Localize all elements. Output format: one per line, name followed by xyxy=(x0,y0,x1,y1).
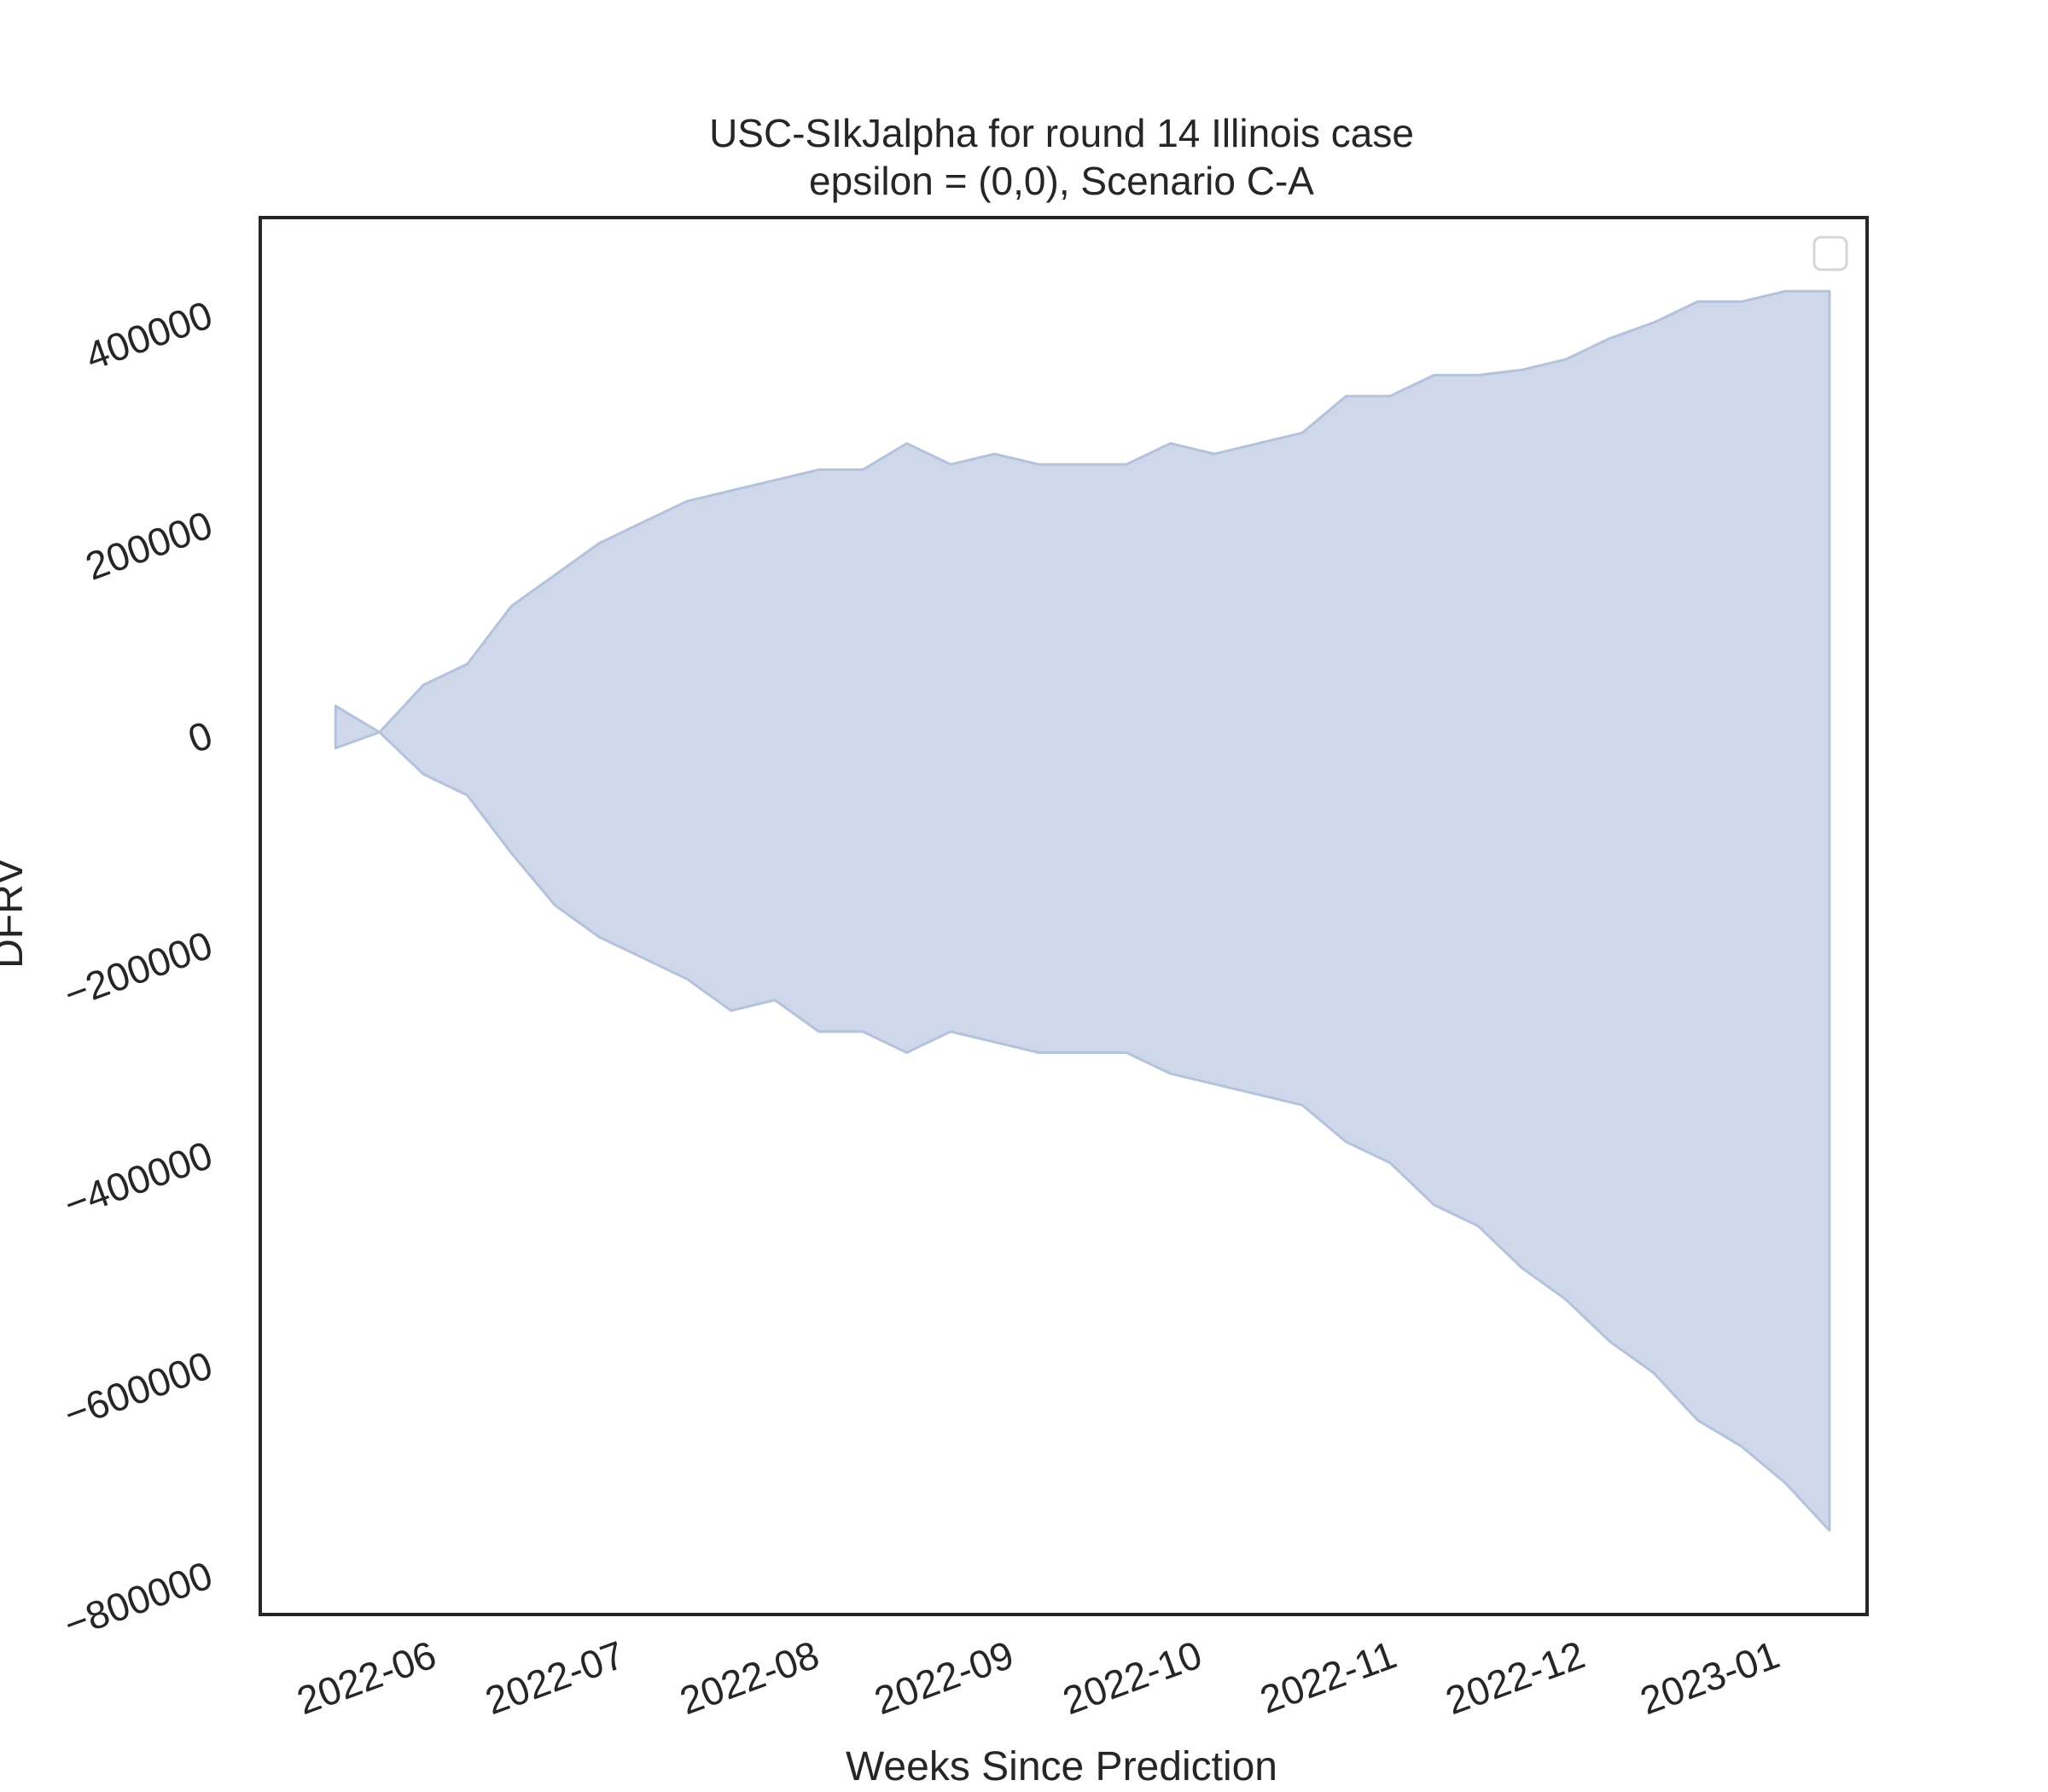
plot-frame xyxy=(259,216,1869,1616)
x-tick-label: 2022-07 xyxy=(480,1632,630,1724)
x-tick-label: 2022-12 xyxy=(1440,1632,1590,1724)
x-axis-ticks: 2022-06 2022-07 2022-08 2022-09 2022-10 2022-… xyxy=(291,1632,1785,1724)
chart-title-line-2: epsilon = (0,0), Scenario C-A xyxy=(809,159,1314,203)
x-axis-label: Weeks Since Prediction xyxy=(846,1744,1277,1789)
x-tick-label: 2022-09 xyxy=(869,1632,1019,1724)
y-axis-ticks: 400000 200000 0 −200000 −400000 −600000 −80000… xyxy=(58,292,218,1647)
y-tick-label: −600000 xyxy=(58,1342,218,1437)
x-tick-label: 2022-08 xyxy=(674,1632,824,1724)
y-tick-label: −800000 xyxy=(58,1552,218,1647)
y-tick-label: 400000 xyxy=(79,292,218,378)
chart-title: USC-SIkJalpha for round 14 Illinois case… xyxy=(709,111,1414,203)
y-tick-label: −200000 xyxy=(58,922,218,1017)
band-layer xyxy=(334,289,1831,1532)
x-tick-label: 2023-01 xyxy=(1634,1632,1784,1724)
y-axis-label: DFRV xyxy=(0,858,32,969)
x-tick-label: 2022-11 xyxy=(1254,1632,1402,1722)
y-tick-label: 0 xyxy=(183,713,218,762)
uncertainty-band xyxy=(334,289,1831,1532)
y-tick-label: 200000 xyxy=(79,502,218,588)
chart-title-line-1: USC-SIkJalpha for round 14 Illinois case xyxy=(709,111,1414,155)
legend-box xyxy=(1812,236,1848,271)
x-tick-label: 2022-06 xyxy=(291,1632,441,1724)
y-tick-label: −400000 xyxy=(58,1132,218,1227)
x-tick-label: 2022-10 xyxy=(1057,1632,1207,1724)
